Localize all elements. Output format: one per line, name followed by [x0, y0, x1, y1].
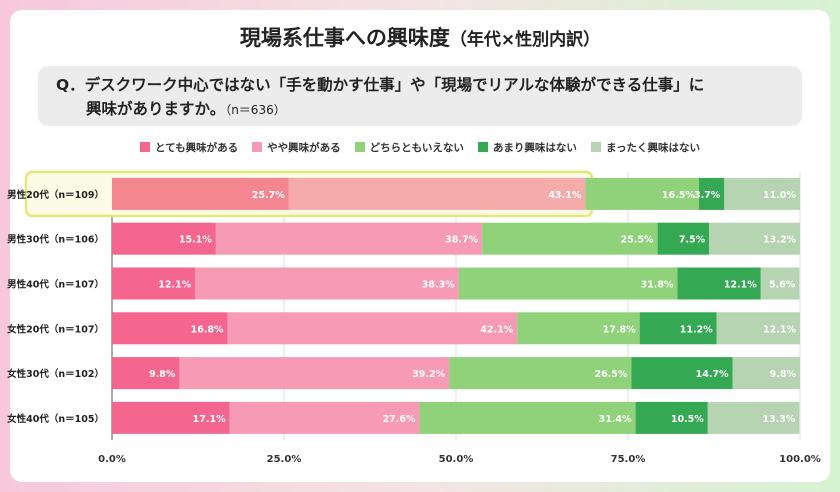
question-line2: 興味がありますか。	[86, 100, 226, 118]
bar-segment	[112, 357, 180, 390]
x-tick-label: 0.0%	[98, 454, 126, 465]
legend-swatch	[252, 142, 263, 152]
bar-segment	[716, 312, 800, 345]
legend-swatch	[590, 142, 601, 152]
bar-segment	[482, 222, 658, 255]
legend-swatch	[354, 142, 365, 152]
legend-item: まったく興味はない	[590, 140, 701, 155]
bar-segment	[112, 177, 289, 210]
data-label: 25.7%	[252, 190, 285, 201]
title-main: 現場系仕事への興味度	[239, 26, 450, 50]
legend-item: どちらともいえない	[354, 140, 464, 155]
x-tick-label: 100.0%	[779, 454, 821, 465]
bar-segment	[635, 401, 708, 434]
data-label: 14.7%	[696, 369, 729, 380]
data-label: 12.1%	[158, 280, 191, 291]
bar-segment	[112, 267, 196, 300]
legend-label: とても興味がある	[154, 142, 239, 154]
data-label: 11.0%	[763, 190, 796, 201]
data-label: 11.2%	[680, 324, 713, 335]
legend-label: やや興味がある	[267, 142, 341, 154]
data-label: 12.1%	[763, 324, 796, 335]
data-label: 42.1%	[480, 324, 513, 335]
bar-segment	[229, 401, 420, 434]
bar-segment	[195, 267, 459, 300]
bar-segment	[585, 177, 699, 210]
data-label: 9.8%	[770, 369, 797, 380]
chart-title: 現場系仕事への興味度（年代×性別内訳）	[0, 22, 840, 52]
bar-segment	[288, 177, 586, 210]
bar-segment	[657, 222, 710, 255]
bar-segment	[449, 357, 632, 390]
bar-segment	[724, 177, 800, 210]
data-label: 15.1%	[179, 235, 212, 246]
question-line1: Q．デスクワーク中心ではない「手を動かす仕事」や「現場でリアルな体験ができる仕事…	[56, 76, 705, 94]
legend-label: あまり興味はない	[492, 142, 577, 154]
bar-segment	[732, 357, 800, 390]
legend-item: とても興味がある	[139, 140, 239, 155]
legend-item: あまり興味はない	[477, 140, 577, 155]
legend-item: やや興味がある	[252, 140, 341, 155]
category-label: 女性30代（n＝102）	[7, 368, 104, 380]
data-label: 38.7%	[445, 235, 478, 246]
x-tick-label: 25.0%	[267, 454, 302, 465]
category-label: 男性30代（n＝106）	[7, 234, 104, 246]
category-label: 女性40代（n＝105）	[7, 413, 104, 425]
data-label: 3.7%	[694, 190, 721, 201]
data-label: 16.8%	[191, 324, 224, 335]
bar-segment	[639, 312, 717, 345]
data-label: 5.6%	[769, 280, 796, 291]
title-sub: （年代×性別内訳）	[449, 30, 601, 50]
question-n: （n＝636）	[225, 103, 286, 117]
data-label: 38.3%	[422, 280, 455, 291]
category-label: 女性20代（n＝107）	[7, 323, 104, 335]
data-label: 27.6%	[383, 414, 416, 425]
data-label: 25.5%	[621, 235, 654, 246]
bar-segment	[215, 222, 483, 255]
bar-segment	[760, 267, 800, 300]
legend: とても興味がある やや興味がある どちらともいえない あまり興味はない まったく興味はな…	[0, 140, 840, 155]
category-label: 男性40代（n＝107）	[7, 279, 104, 291]
data-label: 43.1%	[548, 190, 581, 201]
question-box: Q．デスクワーク中心ではない「手を動かす仕事」や「現場でリアルな体験ができる仕事…	[38, 66, 802, 126]
data-label: 13.2%	[763, 235, 796, 246]
legend-swatch	[477, 142, 488, 152]
bar-segment	[179, 357, 450, 390]
bar-segment	[709, 222, 800, 255]
legend-label: まったく興味はない	[605, 142, 701, 154]
data-label: 16.5%	[662, 190, 695, 201]
category-label: 男性20代（n＝109）	[7, 189, 104, 201]
data-label: 26.5%	[594, 369, 627, 380]
x-tick-label: 75.0%	[611, 454, 646, 465]
data-label: 17.8%	[603, 324, 636, 335]
bar-segment	[112, 312, 228, 345]
bar-segment	[419, 401, 636, 434]
data-label: 9.8%	[149, 369, 176, 380]
data-label: 39.2%	[412, 369, 445, 380]
bar-segment	[677, 267, 761, 300]
bar-segment	[631, 357, 733, 390]
data-label: 12.1%	[724, 280, 757, 291]
data-label: 7.5%	[679, 235, 706, 246]
bar-segment	[458, 267, 678, 300]
bar-segment	[517, 312, 640, 345]
data-label: 17.1%	[193, 414, 226, 425]
data-label: 31.8%	[641, 280, 674, 291]
data-label: 31.4%	[599, 414, 632, 425]
data-label: 13.3%	[762, 414, 795, 425]
x-tick-label: 50.0%	[439, 454, 474, 465]
bar-segment	[698, 177, 725, 210]
legend-swatch	[139, 142, 150, 152]
bar-segment	[112, 222, 216, 255]
bar-segment	[112, 401, 230, 434]
legend-label: どちらともいえない	[369, 142, 464, 154]
bar-segment	[227, 312, 518, 345]
bar-segment	[707, 401, 800, 434]
data-label: 10.5%	[671, 414, 704, 425]
